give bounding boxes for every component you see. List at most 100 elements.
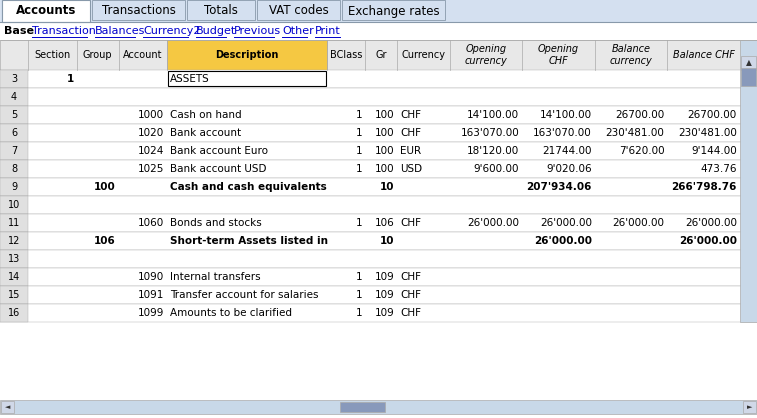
Bar xyxy=(342,0,445,20)
Text: 15: 15 xyxy=(8,290,20,300)
Bar xyxy=(0,214,757,232)
Text: Bank account Euro: Bank account Euro xyxy=(170,146,269,156)
Text: Bank account: Bank account xyxy=(170,128,241,138)
Bar xyxy=(0,250,28,268)
Bar xyxy=(0,142,757,160)
Bar xyxy=(0,88,28,106)
Bar xyxy=(0,22,757,40)
Text: ►: ► xyxy=(747,404,752,410)
Bar xyxy=(0,268,757,286)
Text: ASSETS: ASSETS xyxy=(170,74,210,84)
Text: CHF: CHF xyxy=(400,110,421,120)
Text: 26700.00: 26700.00 xyxy=(688,110,737,120)
Bar xyxy=(0,160,28,178)
Text: 14'100.00: 14'100.00 xyxy=(467,110,519,120)
Text: Accounts: Accounts xyxy=(16,5,76,18)
Text: Cash and cash equivalents: Cash and cash equivalents xyxy=(170,182,327,192)
Text: Account: Account xyxy=(123,50,163,60)
Text: Print: Print xyxy=(315,26,341,36)
Text: 1: 1 xyxy=(355,308,362,318)
Text: 9'020.06: 9'020.06 xyxy=(547,164,592,174)
Text: CHF: CHF xyxy=(400,272,421,282)
Text: 10: 10 xyxy=(380,182,394,192)
Bar xyxy=(0,70,757,88)
Bar xyxy=(0,304,757,322)
Text: 26'000.00: 26'000.00 xyxy=(679,236,737,246)
Text: 473.76: 473.76 xyxy=(700,164,737,174)
Text: 1024: 1024 xyxy=(138,146,164,156)
Text: 1099: 1099 xyxy=(138,308,164,318)
Text: 1: 1 xyxy=(355,164,362,174)
Text: ◄: ◄ xyxy=(5,404,10,410)
Text: 163'070.00: 163'070.00 xyxy=(460,128,519,138)
Text: currency: currency xyxy=(609,56,653,66)
Text: 1: 1 xyxy=(355,128,362,138)
Bar xyxy=(0,124,757,142)
Text: 26'000.00: 26'000.00 xyxy=(467,218,519,228)
Text: 1020: 1020 xyxy=(138,128,164,138)
Text: Currency: Currency xyxy=(401,50,445,60)
Text: 1090: 1090 xyxy=(138,272,164,282)
Text: VAT codes: VAT codes xyxy=(269,5,329,18)
Text: Gr: Gr xyxy=(375,50,387,60)
Text: 1: 1 xyxy=(355,110,362,120)
Bar xyxy=(0,286,28,304)
Text: 1: 1 xyxy=(355,290,362,300)
Text: 163'070.00: 163'070.00 xyxy=(533,128,592,138)
Bar xyxy=(168,71,326,86)
Text: CHF: CHF xyxy=(400,308,421,318)
Text: 230'481.00: 230'481.00 xyxy=(678,128,737,138)
Text: 106: 106 xyxy=(375,218,394,228)
Text: 26'000.00: 26'000.00 xyxy=(612,218,665,228)
Text: 207'934.06: 207'934.06 xyxy=(526,182,592,192)
Bar xyxy=(2,0,90,22)
Text: 5: 5 xyxy=(11,110,17,120)
Text: 4: 4 xyxy=(11,92,17,102)
Bar xyxy=(741,68,756,86)
Text: 1: 1 xyxy=(355,218,362,228)
Text: 1025: 1025 xyxy=(138,164,164,174)
Text: Transfer account for salaries: Transfer account for salaries xyxy=(170,290,319,300)
Bar xyxy=(0,70,28,88)
Text: 109: 109 xyxy=(375,272,394,282)
Text: 18'120.00: 18'120.00 xyxy=(467,146,519,156)
Bar xyxy=(0,268,28,286)
Bar xyxy=(257,0,340,20)
Text: Balance CHF: Balance CHF xyxy=(673,50,734,60)
Text: Bank account USD: Bank account USD xyxy=(170,164,267,174)
Bar xyxy=(0,178,757,196)
Text: Previous: Previous xyxy=(234,26,281,36)
Text: 26'000.00: 26'000.00 xyxy=(685,218,737,228)
Text: Transactions: Transactions xyxy=(101,5,176,18)
Text: 1000: 1000 xyxy=(139,110,164,120)
Text: 1060: 1060 xyxy=(138,218,164,228)
Text: Internal transfers: Internal transfers xyxy=(170,272,261,282)
Text: 9: 9 xyxy=(11,182,17,192)
Text: 100: 100 xyxy=(375,164,394,174)
Text: Cash on hand: Cash on hand xyxy=(170,110,242,120)
Bar xyxy=(0,304,28,322)
Text: Base: Base xyxy=(4,26,34,36)
Text: 14: 14 xyxy=(8,272,20,282)
Text: 13: 13 xyxy=(8,254,20,264)
Bar xyxy=(0,40,757,70)
Bar xyxy=(0,232,757,250)
Bar xyxy=(740,40,757,322)
Bar xyxy=(0,106,28,124)
Text: Bonds and stocks: Bonds and stocks xyxy=(170,218,262,228)
Text: 7: 7 xyxy=(11,146,17,156)
Text: 1: 1 xyxy=(355,272,362,282)
Text: USD: USD xyxy=(400,164,422,174)
Bar xyxy=(0,400,757,414)
Text: 12: 12 xyxy=(8,236,20,246)
Text: 230'481.00: 230'481.00 xyxy=(606,128,665,138)
Text: 6: 6 xyxy=(11,128,17,138)
Text: CHF: CHF xyxy=(400,290,421,300)
Bar xyxy=(0,196,28,214)
Text: 11: 11 xyxy=(8,218,20,228)
Text: Opening: Opening xyxy=(538,44,579,54)
Text: 106: 106 xyxy=(94,236,116,246)
Text: 10: 10 xyxy=(380,236,394,246)
Bar xyxy=(0,178,28,196)
Bar xyxy=(340,402,385,412)
